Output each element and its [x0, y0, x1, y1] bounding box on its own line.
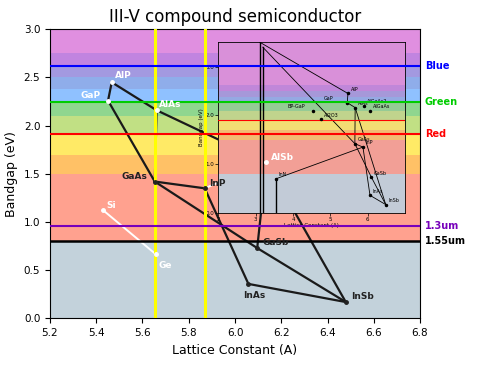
- Bar: [50, 89, 420, 101]
- Text: AlSb: AlSb: [270, 153, 293, 161]
- Text: 1.55um: 1.55um: [424, 236, 466, 246]
- Text: GaSb: GaSb: [263, 238, 289, 247]
- Bar: [50, 134, 420, 154]
- Bar: [50, 241, 420, 318]
- Bar: [50, 174, 420, 241]
- Text: Red: Red: [424, 129, 446, 139]
- Y-axis label: Bandgap (eV): Bandgap (eV): [5, 131, 18, 217]
- Text: GaP: GaP: [80, 91, 100, 100]
- Bar: [50, 78, 420, 89]
- X-axis label: Lattice Constant (A): Lattice Constant (A): [172, 344, 298, 357]
- Text: Ge: Ge: [158, 261, 172, 270]
- Bar: [50, 66, 420, 78]
- Bar: [50, 29, 420, 53]
- Text: InSb: InSb: [352, 292, 374, 301]
- Bar: [50, 154, 420, 174]
- Text: AlP: AlP: [114, 71, 132, 80]
- Text: Si: Si: [106, 201, 116, 210]
- Text: InAs: InAs: [243, 291, 265, 300]
- Bar: [50, 53, 420, 66]
- Bar: [50, 116, 420, 134]
- Text: 1.3um: 1.3um: [424, 221, 459, 231]
- Text: AlAs: AlAs: [160, 100, 182, 109]
- Text: InP: InP: [209, 179, 226, 187]
- Text: GaAs: GaAs: [122, 172, 148, 181]
- Text: Green: Green: [424, 97, 458, 107]
- Bar: [50, 101, 420, 116]
- Text: Blue: Blue: [424, 61, 449, 71]
- Title: III-V compound semiconductor: III-V compound semiconductor: [109, 8, 361, 26]
